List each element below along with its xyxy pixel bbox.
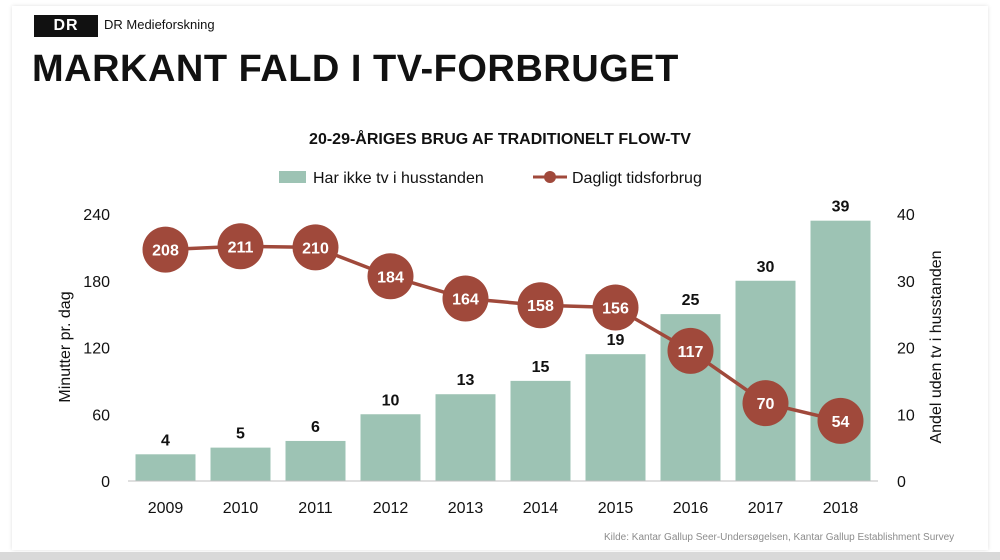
bar: [285, 440, 346, 481]
bar: [360, 414, 421, 481]
bar: [585, 354, 646, 481]
y-right-tick-label: 0: [897, 474, 906, 491]
x-tick-label: 2017: [748, 500, 784, 517]
bar-value-label: 39: [832, 199, 850, 216]
line-point: [667, 327, 714, 374]
bar-value-label: 15: [532, 359, 550, 376]
line-point: [592, 284, 639, 331]
bottom-rule: [0, 552, 1000, 560]
y-axis-right-label: Andel uden tv i husstanden: [928, 250, 945, 443]
y-right-tick-label: 10: [897, 407, 915, 424]
line-point: [817, 397, 864, 444]
bar: [435, 394, 496, 481]
line-value-label: 156: [602, 300, 629, 317]
bar-value-label: 4: [161, 432, 170, 449]
chart-title: 20-29-ÅRIGES BRUG AF TRADITIONELT FLOW-T…: [309, 129, 691, 148]
line-point: [742, 380, 789, 427]
x-tick-label: 2010: [223, 500, 259, 517]
line-value-label: 117: [678, 344, 704, 361]
bar: [510, 380, 571, 481]
y-right-tick-label: 30: [897, 274, 915, 291]
bar-value-label: 5: [236, 426, 245, 443]
line-point: [442, 275, 489, 322]
y-left-tick-label: 180: [83, 274, 110, 291]
bar-value-label: 13: [457, 372, 475, 389]
line-point: [367, 253, 414, 300]
dr-logo: DR: [34, 15, 98, 37]
x-tick-label: 2013: [448, 500, 484, 517]
bar-value-label: 6: [311, 419, 320, 436]
source-note: Kilde: Kantar Gallup Seer-Undersøgelsen,…: [604, 532, 955, 543]
y-left-tick-label: 240: [83, 207, 110, 224]
x-tick-label: 2016: [673, 500, 709, 517]
bar: [210, 447, 271, 481]
x-tick-label: 2018: [823, 500, 859, 517]
bar: [135, 454, 196, 481]
line-value-label: 210: [302, 240, 329, 257]
line-series-path: [165, 244, 841, 423]
line-value-label: 54: [832, 414, 850, 431]
y-axis-left-label: Minutter pr. dag: [57, 291, 74, 402]
line-value-label: 208: [152, 243, 179, 260]
y-left-tick-label: 120: [83, 341, 110, 358]
x-tick-label: 2011: [298, 500, 333, 517]
y-right-tick-label: 40: [897, 207, 915, 224]
x-tick-label: 2012: [373, 500, 409, 517]
y-left-tick-label: 0: [101, 474, 110, 491]
line-point: [142, 226, 189, 273]
bar-value-label: 19: [607, 332, 625, 349]
bar-value-label: 25: [682, 292, 700, 309]
line-point: [217, 223, 264, 270]
line-value-label: 184: [377, 269, 404, 286]
line-value-label: 70: [757, 396, 775, 413]
legend-line-marker: [544, 171, 556, 183]
y-left-tick-label: 60: [92, 407, 110, 424]
legend-bar-swatch: [279, 171, 306, 183]
page-headline: MARKANT FALD I TV-FORBRUGET: [32, 48, 679, 90]
line-value-label: 211: [228, 239, 254, 256]
x-tick-label: 2009: [148, 500, 184, 517]
line-value-label: 158: [527, 298, 554, 315]
bar-value-label: 10: [382, 392, 400, 409]
x-tick-label: 2014: [523, 500, 559, 517]
legend-line-label: Dagligt tidsforbrug: [572, 170, 702, 187]
y-right-tick-label: 20: [897, 341, 915, 358]
x-tick-label: 2015: [598, 500, 634, 517]
line-value-label: 164: [452, 292, 479, 309]
bar-value-label: 30: [757, 259, 775, 276]
line-point: [517, 282, 564, 329]
line-point: [292, 224, 339, 271]
legend-bar-label: Har ikke tv i husstanden: [313, 170, 484, 187]
org-name: DR Medieforskning: [104, 17, 215, 32]
